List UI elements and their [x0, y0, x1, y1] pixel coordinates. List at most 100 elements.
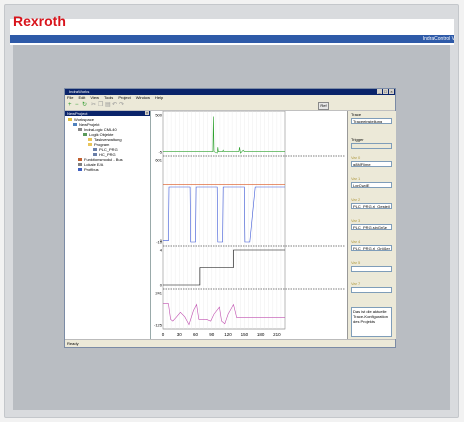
minimize-button[interactable]: _	[377, 89, 382, 94]
indraworks-window: IndraWorks _ □ × File Edit View Tools Pr…	[64, 88, 396, 348]
io-icon	[78, 163, 82, 167]
var-field[interactable]: PLC_PRG.ri_Gesteil	[351, 203, 392, 209]
y-tick-label: 241	[155, 291, 162, 296]
redo-icon[interactable]: ↷	[119, 102, 125, 108]
tree-node[interactable]: HC_PRG	[93, 152, 116, 157]
tree-node[interactable]: Taskverwaltung	[88, 137, 122, 142]
x-tick-label: 60	[193, 332, 199, 337]
close-button[interactable]: ×	[389, 89, 394, 94]
var-label: Var 1	[351, 176, 361, 181]
toolbar: + − ↻ ✂ ❐ ▤ ↶ ↷ Ref	[65, 101, 395, 111]
undo-icon[interactable]: ↶	[112, 102, 118, 108]
menu-view[interactable]: View	[90, 95, 99, 100]
menu-project[interactable]: Project	[118, 95, 131, 100]
trace-label: Trace	[351, 112, 362, 117]
logic-icon	[83, 133, 87, 137]
tree-node-label: HC_PRG	[99, 152, 116, 157]
menu-file[interactable]: File	[67, 95, 74, 100]
tree-node-label: Logik Objekte	[89, 132, 114, 137]
copy-icon[interactable]: ❐	[98, 102, 104, 108]
menu-tools[interactable]: Tools	[103, 95, 114, 100]
x-tick-label: 0	[162, 332, 165, 337]
add-icon[interactable]: +	[68, 102, 72, 108]
x-tick-label: 90	[209, 332, 215, 337]
project-tree: NewProject × Workspace NewProjekt IndraLog…	[65, 111, 151, 339]
brand-bar	[10, 35, 454, 43]
tree-node[interactable]: Funktionsmodul - Bus	[78, 157, 123, 162]
window-controls: _ □ ×	[377, 89, 394, 94]
y-tick-label: 500	[155, 113, 162, 118]
var-label: Var 3	[351, 218, 361, 223]
trigger-label: Trigger	[351, 137, 364, 142]
x-tick-label: 120	[224, 332, 232, 337]
var-field[interactable]	[351, 287, 392, 293]
tree-node-label: Funktionsmodul - Bus	[84, 157, 123, 162]
project-icon	[73, 123, 77, 127]
menu-edit[interactable]: Edit	[78, 95, 86, 100]
y-tick-label: 0	[160, 283, 163, 288]
window-titlebar: IndraWorks _ □ ×	[65, 89, 395, 95]
refresh-icon[interactable]: ↻	[82, 102, 88, 108]
menu-bar: File Edit View Tools Project Window Help	[65, 95, 395, 101]
rexroth-logo: Rexroth	[13, 13, 66, 29]
x-tick-label: 180	[257, 332, 265, 337]
tree-title: NewProject	[67, 111, 88, 116]
trace-setting-field[interactable]: Traceeinstellung	[351, 118, 392, 124]
var-field[interactable]: PLC_PRG.sinGrße	[351, 224, 392, 230]
cut-icon[interactable]: ✂	[91, 102, 97, 108]
close-icon[interactable]: ×	[145, 110, 149, 115]
var-field[interactable]: LgrCwdE	[351, 182, 392, 188]
y-tick-label: -10	[156, 240, 163, 245]
y-tick-label: -125	[154, 323, 163, 328]
tree-node[interactable]: Logik Objekte	[83, 132, 113, 137]
tree-node-label: Program	[94, 142, 110, 147]
tree-node[interactable]: Workspace	[68, 117, 94, 122]
remove-icon[interactable]: −	[75, 102, 79, 108]
folder-icon	[88, 138, 92, 142]
tree-node-label: IndraLogic CML40	[84, 127, 117, 132]
menu-window[interactable]: Window	[135, 95, 150, 100]
var-field[interactable]: g8MFlime	[351, 161, 392, 167]
window-title: IndraWorks	[69, 89, 90, 94]
paste-icon[interactable]: ▤	[105, 102, 111, 108]
controller-icon	[78, 128, 82, 132]
maximize-button[interactable]: □	[383, 89, 388, 94]
var-label: Var 4	[351, 239, 361, 244]
series-line	[163, 303, 285, 326]
series-line	[163, 249, 285, 286]
trace-config-panel: Trace Traceeinstellung Trigger Var 0 g8MF…	[347, 111, 396, 339]
tree-node-label: Lokale E/A	[84, 162, 104, 167]
tree-node-label: Taskverwaltung	[94, 137, 122, 142]
trigger-field[interactable]	[351, 143, 392, 149]
var-label: Var 0	[351, 155, 361, 160]
menu-help[interactable]: Help	[155, 95, 164, 100]
var-label: Var 2	[351, 197, 361, 202]
module-icon	[78, 158, 82, 162]
tree-node[interactable]: Lokale E/A	[78, 162, 103, 167]
program-icon	[93, 148, 97, 152]
y-tick-label: 601	[155, 158, 162, 163]
tree-node-label: Workspace	[74, 117, 94, 122]
series-line	[163, 186, 285, 243]
x-tick-label: 150	[241, 332, 249, 337]
tree-node[interactable]: IndraLogic CML40	[78, 127, 117, 132]
y-tick-label: -5	[158, 150, 162, 155]
tree-node-label: NewProjekt	[79, 122, 100, 127]
status-bar: Ready	[65, 339, 395, 347]
ref-button[interactable]: Ref	[318, 102, 329, 110]
tree-node[interactable]: Program	[88, 142, 109, 147]
y-tick-label: 4	[160, 248, 163, 253]
tree-node[interactable]: PLC_PRG	[93, 147, 118, 152]
tree-node[interactable]: NewProjekt	[73, 122, 99, 127]
tree-node[interactable]: Profibus	[78, 167, 99, 172]
y-tick-label: 0	[160, 238, 163, 243]
tree-node-label: Profibus	[84, 167, 99, 172]
var-field[interactable]	[351, 266, 392, 272]
var-label: Var 7	[351, 281, 361, 286]
workspace-icon	[68, 118, 72, 122]
var-field[interactable]: PLC_PRG.rl_Größer	[351, 245, 392, 251]
folder-icon	[88, 143, 92, 147]
x-tick-label: 30	[177, 332, 183, 337]
series-line	[163, 116, 285, 154]
